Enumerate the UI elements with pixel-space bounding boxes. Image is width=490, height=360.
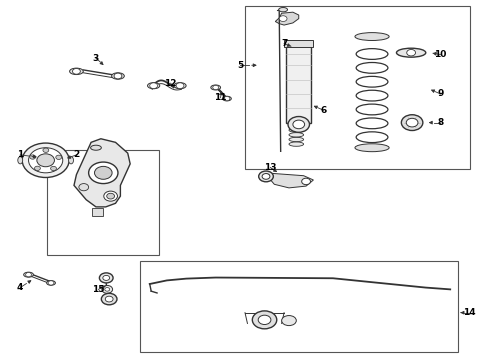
Circle shape <box>401 115 423 131</box>
Bar <box>140 261 458 352</box>
Text: 8: 8 <box>437 118 443 127</box>
Text: 1: 1 <box>17 150 24 159</box>
Text: 4: 4 <box>17 283 24 292</box>
Circle shape <box>107 193 115 199</box>
Circle shape <box>56 155 62 159</box>
Ellipse shape <box>47 280 55 285</box>
Ellipse shape <box>289 142 304 146</box>
Circle shape <box>213 85 219 90</box>
Text: 11: 11 <box>214 93 227 102</box>
Text: 14: 14 <box>464 308 476 317</box>
Ellipse shape <box>147 83 160 89</box>
Circle shape <box>79 184 89 191</box>
Circle shape <box>262 174 270 179</box>
Circle shape <box>224 96 230 101</box>
Ellipse shape <box>289 137 304 141</box>
Polygon shape <box>265 173 314 188</box>
Circle shape <box>105 296 113 302</box>
Ellipse shape <box>112 73 124 79</box>
Bar <box>47 149 159 255</box>
Ellipse shape <box>70 68 83 75</box>
Polygon shape <box>74 139 130 207</box>
Ellipse shape <box>91 145 101 150</box>
Text: 7: 7 <box>281 39 287 48</box>
Text: 12: 12 <box>165 79 177 88</box>
Circle shape <box>262 172 272 180</box>
Circle shape <box>406 118 418 127</box>
Ellipse shape <box>24 272 33 277</box>
Circle shape <box>302 178 311 185</box>
Circle shape <box>37 154 54 167</box>
Bar <box>245 6 470 169</box>
Bar <box>284 40 314 46</box>
Ellipse shape <box>211 85 220 90</box>
Circle shape <box>48 281 54 285</box>
Text: 2: 2 <box>74 150 79 159</box>
Text: 3: 3 <box>93 54 99 63</box>
Text: 10: 10 <box>434 50 446 59</box>
Ellipse shape <box>396 48 426 57</box>
Text: 6: 6 <box>320 105 326 114</box>
Text: 15: 15 <box>92 285 105 294</box>
Ellipse shape <box>18 157 23 164</box>
Circle shape <box>50 166 56 171</box>
Polygon shape <box>275 12 299 25</box>
Circle shape <box>103 275 110 280</box>
Circle shape <box>25 273 31 277</box>
Bar <box>92 208 103 216</box>
Ellipse shape <box>69 157 74 164</box>
Circle shape <box>176 83 184 89</box>
Circle shape <box>114 73 122 79</box>
Circle shape <box>89 162 118 184</box>
Circle shape <box>28 148 63 173</box>
Ellipse shape <box>174 83 186 89</box>
Circle shape <box>34 166 40 171</box>
Ellipse shape <box>222 96 231 101</box>
Circle shape <box>288 117 310 132</box>
Circle shape <box>150 83 158 89</box>
Circle shape <box>259 171 273 182</box>
Circle shape <box>258 315 271 324</box>
Circle shape <box>252 311 277 329</box>
Circle shape <box>99 273 113 283</box>
Ellipse shape <box>355 144 389 152</box>
Circle shape <box>102 285 113 293</box>
Circle shape <box>30 155 36 159</box>
Ellipse shape <box>355 33 389 41</box>
Ellipse shape <box>282 316 296 325</box>
Circle shape <box>265 174 270 177</box>
Circle shape <box>73 68 80 74</box>
Text: 13: 13 <box>264 163 277 172</box>
Circle shape <box>105 288 110 291</box>
Ellipse shape <box>289 128 304 132</box>
Bar <box>286 45 312 123</box>
Circle shape <box>95 166 112 179</box>
Circle shape <box>22 143 69 177</box>
Circle shape <box>293 120 305 129</box>
Text: 5: 5 <box>237 61 243 70</box>
Circle shape <box>43 148 49 152</box>
Circle shape <box>104 191 118 201</box>
Text: 9: 9 <box>437 89 443 98</box>
Circle shape <box>407 49 416 56</box>
Circle shape <box>101 293 117 305</box>
Ellipse shape <box>289 133 304 137</box>
Ellipse shape <box>279 8 288 12</box>
Circle shape <box>279 16 287 22</box>
